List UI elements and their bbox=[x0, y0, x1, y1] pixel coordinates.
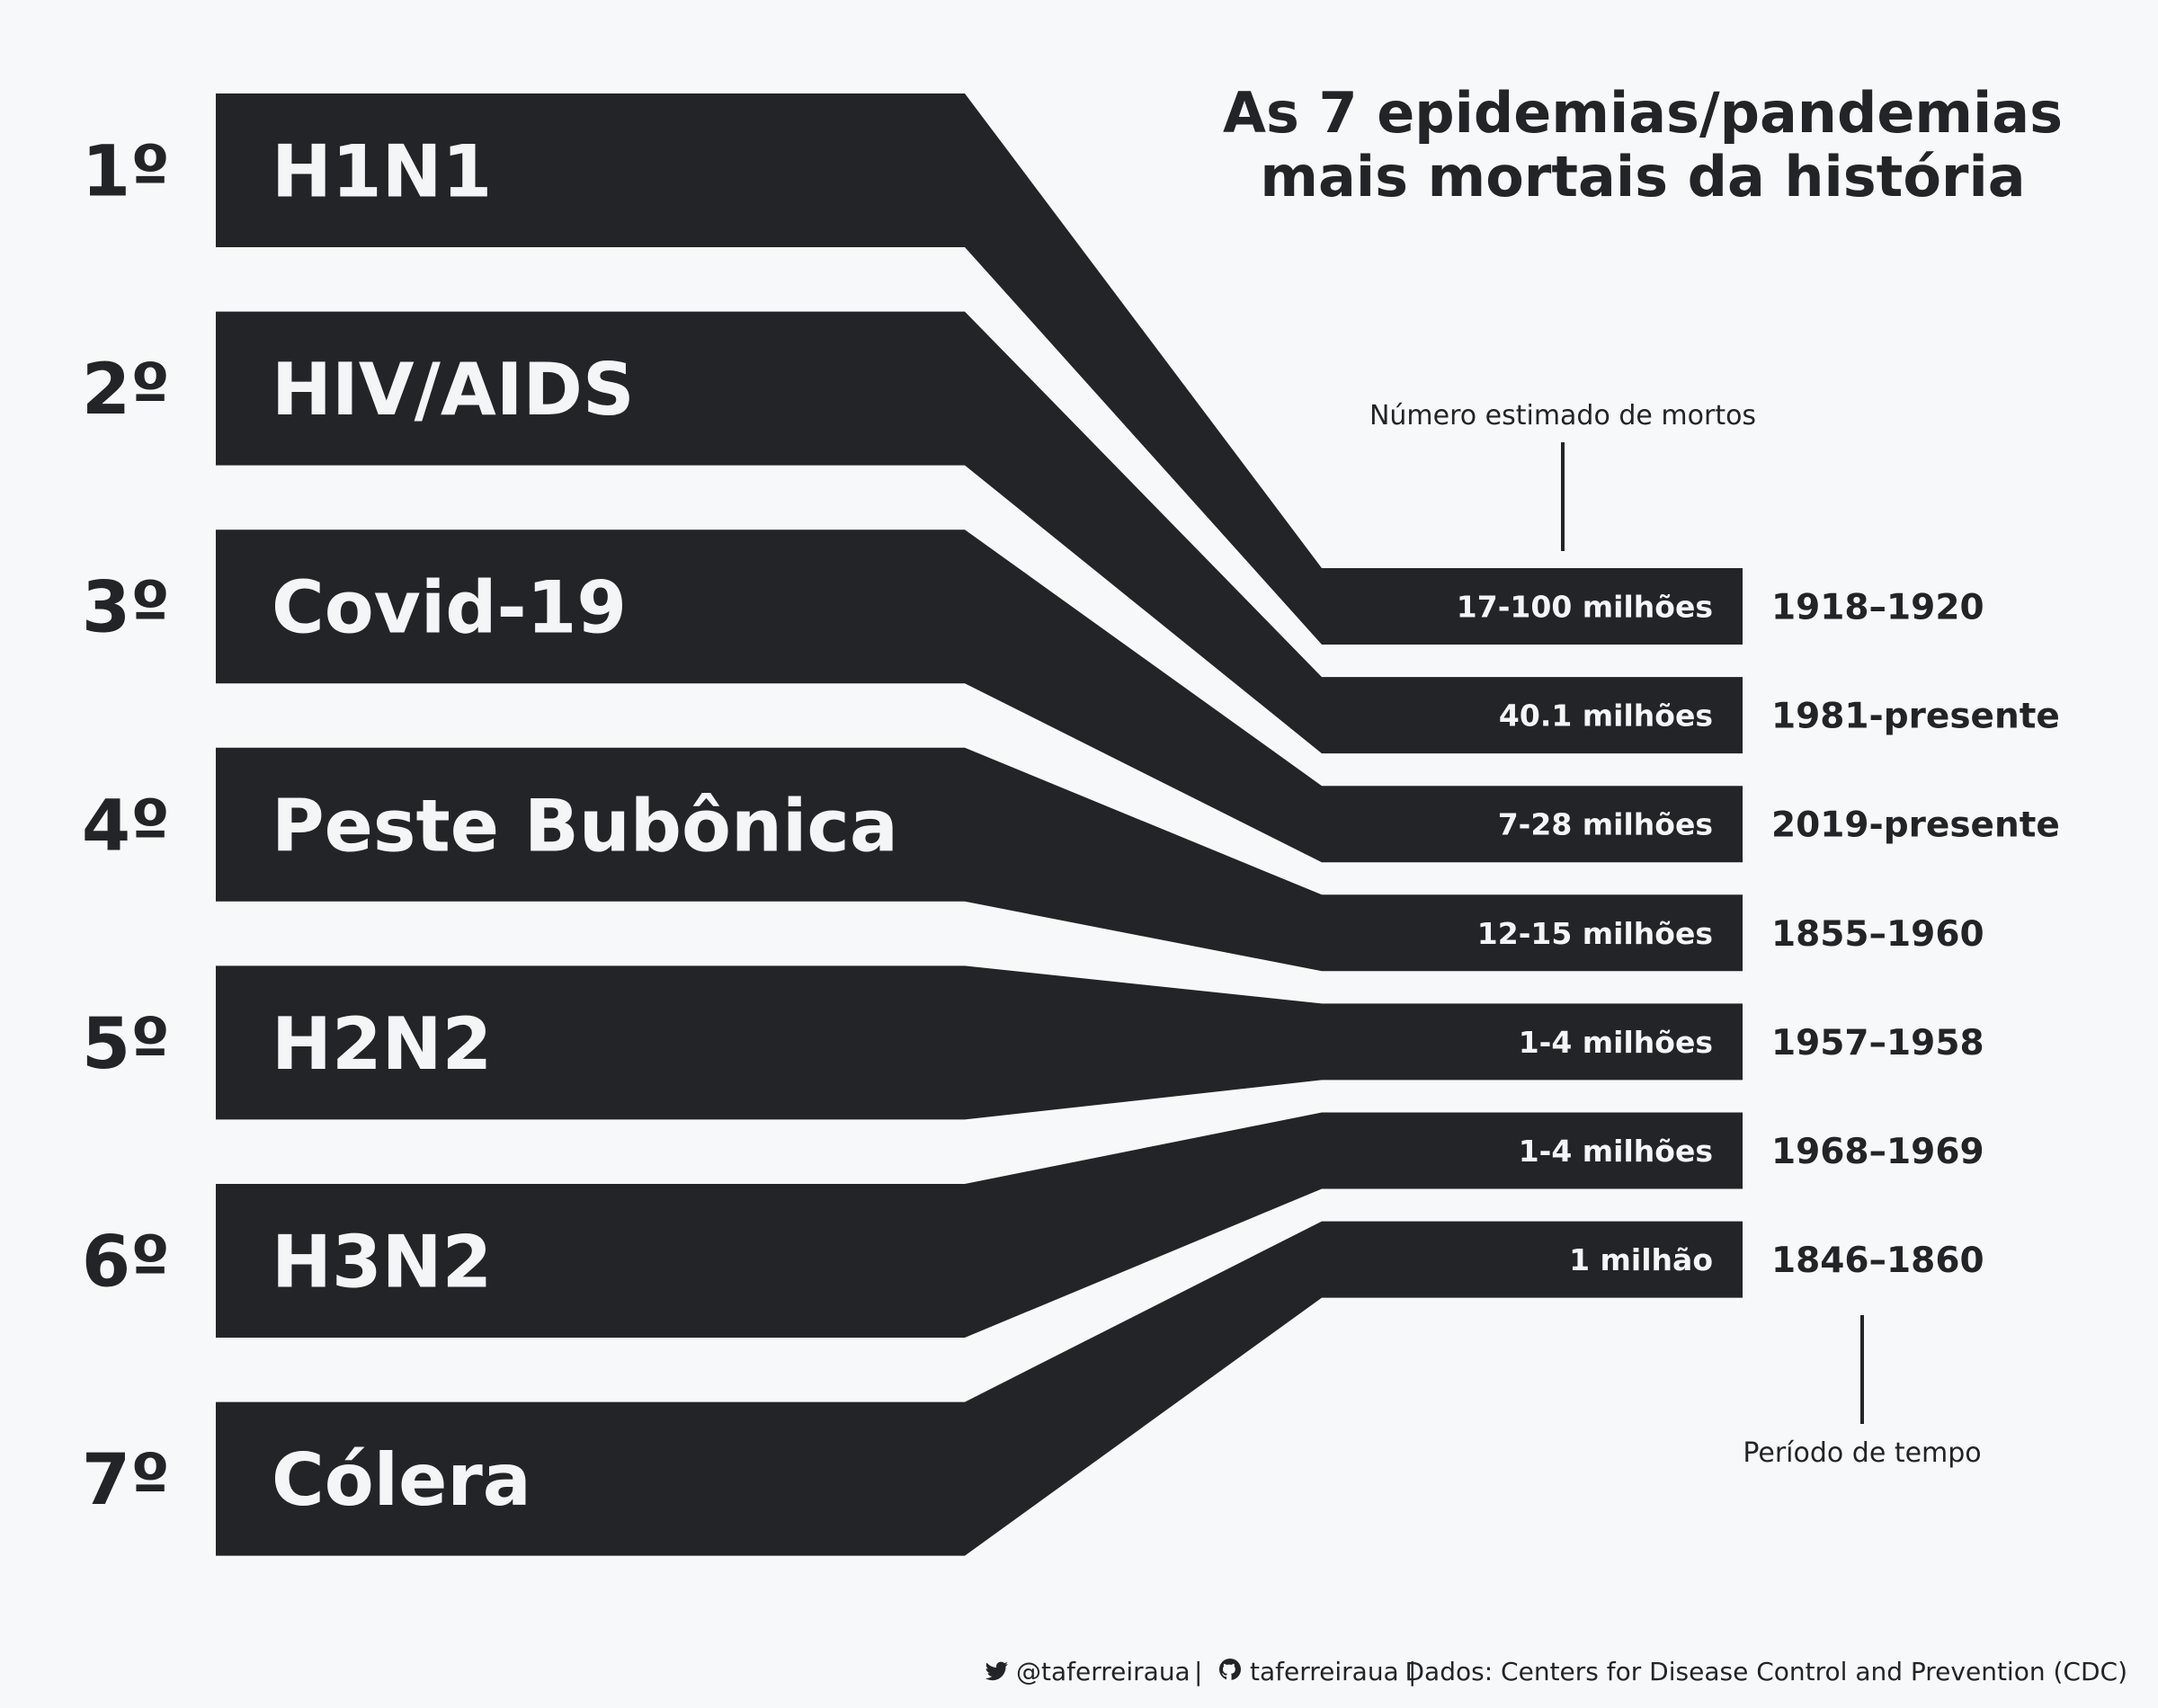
disease-name-7: Cólera bbox=[272, 1438, 531, 1522]
deaths-label-5: 1-4 milhões bbox=[1519, 1025, 1713, 1060]
rank-label-3: 3º bbox=[82, 568, 170, 649]
band-3 bbox=[216, 529, 1743, 863]
disease-name-6: H3N2 bbox=[272, 1221, 492, 1304]
period-label-2: 1981-presente bbox=[1771, 697, 2060, 737]
deaths-label-4: 12-15 milhões bbox=[1477, 916, 1713, 951]
period-label-1: 1918–1920 bbox=[1771, 588, 1984, 628]
footer-separator-2: | bbox=[1408, 1657, 1416, 1686]
labels-layer: 1º H1N1 17-100 milhões 1918–1920 2º HIV/AIDS 4… bbox=[82, 130, 2060, 1523]
footer-source: Dados: Centers for Disease Control and P… bbox=[1405, 1657, 2128, 1686]
band-1 bbox=[216, 93, 1743, 645]
footer-github[interactable]: taferreiraua bbox=[1250, 1657, 1399, 1686]
band-6 bbox=[216, 1112, 1743, 1338]
period-label-5: 1957–1958 bbox=[1771, 1023, 1984, 1063]
rank-label-7: 7º bbox=[82, 1440, 170, 1521]
deaths-label-1: 17-100 milhões bbox=[1457, 590, 1713, 625]
band-2 bbox=[216, 311, 1743, 754]
disease-name-1: H1N1 bbox=[272, 130, 492, 214]
band-4 bbox=[216, 747, 1743, 972]
band-7 bbox=[216, 1221, 1743, 1556]
bands-layer bbox=[216, 93, 1743, 1556]
period-label-6: 1968–1969 bbox=[1771, 1132, 1984, 1172]
annotation-deaths: Número estimado de mortos bbox=[1369, 400, 1756, 431]
disease-name-3: Covid-19 bbox=[272, 566, 627, 650]
rank-label-2: 2º bbox=[82, 350, 170, 431]
disease-name-2: HIV/AIDS bbox=[272, 348, 635, 431]
band-5 bbox=[216, 965, 1743, 1120]
period-label-7: 1846–1860 bbox=[1771, 1241, 1984, 1281]
footer: @taferreiraua | taferreiraua | Dados: Ce… bbox=[985, 1657, 2127, 1686]
chart-title-line-2: mais mortais da história bbox=[1260, 144, 2025, 209]
disease-name-4: Peste Bubônica bbox=[272, 784, 898, 867]
rank-label-5: 5º bbox=[82, 1004, 170, 1085]
deaths-label-7: 1 milhão bbox=[1569, 1242, 1713, 1277]
chart-title-line-1: As 7 epidemias/pandemias bbox=[1223, 80, 2063, 146]
footer-separator-1: | bbox=[1194, 1657, 1202, 1686]
rank-label-1: 1º bbox=[82, 132, 170, 213]
disease-name-5: H2N2 bbox=[272, 1002, 492, 1086]
deaths-label-3: 7-28 milhões bbox=[1498, 807, 1713, 842]
rank-label-6: 6º bbox=[82, 1223, 170, 1303]
period-label-3: 2019-presente bbox=[1771, 805, 2060, 846]
deaths-label-6: 1-4 milhões bbox=[1519, 1134, 1713, 1169]
twitter-icon[interactable] bbox=[985, 1661, 1008, 1681]
rank-label-4: 4º bbox=[82, 786, 170, 867]
footer-twitter[interactable]: @taferreiraua bbox=[1016, 1657, 1190, 1686]
github-icon[interactable] bbox=[1219, 1659, 1241, 1680]
annotation-period: Período de tempo bbox=[1743, 1437, 1981, 1469]
deaths-label-2: 40.1 milhões bbox=[1499, 698, 1713, 734]
period-label-4: 1855–1960 bbox=[1771, 914, 1984, 955]
